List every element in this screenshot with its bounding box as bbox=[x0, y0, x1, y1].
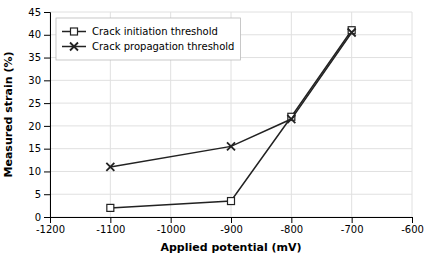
y-axis-line bbox=[44, 13, 51, 218]
x-tick-label: -1200 bbox=[36, 224, 65, 235]
y-grid-line bbox=[50, 12, 412, 13]
point bbox=[287, 115, 295, 123]
x-grid-line bbox=[412, 12, 413, 217]
y-tick: 10 bbox=[28, 166, 50, 177]
y-tick-mark bbox=[44, 12, 50, 13]
y-tick-mark bbox=[44, 103, 50, 104]
y-grid-line bbox=[50, 103, 412, 104]
y-axis: 0 5 10 15 20 25 30 35 40 45 bbox=[28, 7, 50, 223]
y-tick: 30 bbox=[28, 75, 50, 86]
x-tick-mark bbox=[291, 217, 292, 223]
point-group bbox=[228, 198, 235, 205]
legend-marker bbox=[70, 43, 78, 51]
point bbox=[228, 198, 235, 205]
x-tick-label: -800 bbox=[280, 224, 303, 235]
y-grid-line bbox=[50, 171, 412, 172]
y-tick-mark bbox=[44, 149, 50, 150]
y-tick: 25 bbox=[28, 98, 50, 109]
y-tick-label: 30 bbox=[28, 75, 41, 86]
point-group bbox=[107, 204, 114, 211]
y-tick-label: 45 bbox=[28, 7, 41, 18]
legend-label: Crack initiation threshold bbox=[92, 26, 218, 37]
y-tick-label: 10 bbox=[28, 166, 41, 177]
x-tick-mark bbox=[412, 217, 413, 223]
x-tick-label: -1100 bbox=[96, 224, 125, 235]
y-tick-label: 20 bbox=[28, 121, 41, 132]
y-tick-mark bbox=[44, 35, 50, 36]
point-group bbox=[287, 115, 295, 123]
y-grid-line bbox=[50, 125, 412, 126]
y-tick-label: 25 bbox=[28, 98, 41, 109]
plot: -1200 -1100 -1000 -900 -800 -700 -600 0 5 10 15 20 2… bbox=[28, 7, 424, 235]
grid bbox=[50, 12, 412, 217]
y-grid-line bbox=[50, 80, 412, 81]
y-tick-label: 35 bbox=[28, 52, 41, 63]
legend-box bbox=[56, 18, 240, 60]
x-axis-title: Applied potential (mV) bbox=[160, 241, 301, 254]
y-tick-mark bbox=[44, 126, 50, 127]
x-axis-line bbox=[51, 218, 413, 224]
y-tick: 0 bbox=[35, 212, 50, 223]
x-tick-mark bbox=[171, 217, 172, 223]
x-tick: -1000 bbox=[157, 217, 186, 235]
legend: Crack initiation threshold Crack propagat… bbox=[56, 18, 240, 60]
x-tick: -800 bbox=[280, 217, 303, 235]
y-tick: 45 bbox=[28, 7, 50, 18]
point-group bbox=[348, 29, 356, 37]
y-tick: 15 bbox=[28, 143, 50, 154]
x-tick: -700 bbox=[341, 217, 364, 235]
y-tick: 5 bbox=[35, 189, 50, 200]
y-tick-mark bbox=[44, 58, 50, 59]
legend-item: Crack propagation threshold bbox=[62, 41, 234, 52]
legend-symbol bbox=[70, 43, 78, 51]
legend-label: Crack propagation threshold bbox=[92, 41, 234, 52]
x-tick-mark bbox=[231, 217, 232, 223]
x-tick-label: -1000 bbox=[157, 224, 186, 235]
x-axis: -1200 -1100 -1000 -900 -800 -700 -600 bbox=[36, 217, 424, 235]
y-tick-label: 40 bbox=[28, 29, 41, 40]
x-tick-mark bbox=[110, 217, 111, 223]
y-tick-label: 0 bbox=[35, 212, 41, 223]
y-tick-mark bbox=[44, 80, 50, 81]
y-tick-mark bbox=[44, 217, 50, 218]
chart: -1200 -1100 -1000 -900 -800 -700 -600 0 5 10 15 20 2… bbox=[0, 0, 428, 257]
y-grid-line bbox=[50, 148, 412, 149]
x-tick-label: -700 bbox=[341, 224, 364, 235]
y-tick-mark bbox=[44, 171, 50, 172]
y-tick-label: 5 bbox=[35, 189, 41, 200]
x-tick-mark bbox=[352, 217, 353, 223]
y-tick-label: 15 bbox=[28, 143, 41, 154]
point bbox=[107, 204, 114, 211]
point bbox=[227, 142, 235, 150]
y-tick: 40 bbox=[28, 29, 50, 40]
point-group bbox=[106, 163, 114, 171]
y-grid-line bbox=[50, 194, 412, 195]
legend-item: Crack initiation threshold bbox=[62, 26, 218, 37]
x-tick: -600 bbox=[401, 217, 424, 235]
point bbox=[348, 29, 356, 37]
x-grid-line bbox=[351, 12, 352, 217]
point bbox=[106, 163, 114, 171]
point-group bbox=[227, 142, 235, 150]
x-tick-label: -600 bbox=[401, 224, 424, 235]
y-axis-title: Measured strain (%) bbox=[2, 52, 15, 178]
legend-marker bbox=[71, 28, 78, 35]
y-tick: 20 bbox=[28, 121, 50, 132]
y-tick-mark bbox=[44, 194, 50, 195]
x-tick: -1100 bbox=[96, 217, 125, 235]
x-tick: -900 bbox=[220, 217, 243, 235]
y-tick: 35 bbox=[28, 52, 50, 63]
legend-symbol bbox=[71, 28, 78, 35]
x-tick-label: -900 bbox=[220, 224, 243, 235]
